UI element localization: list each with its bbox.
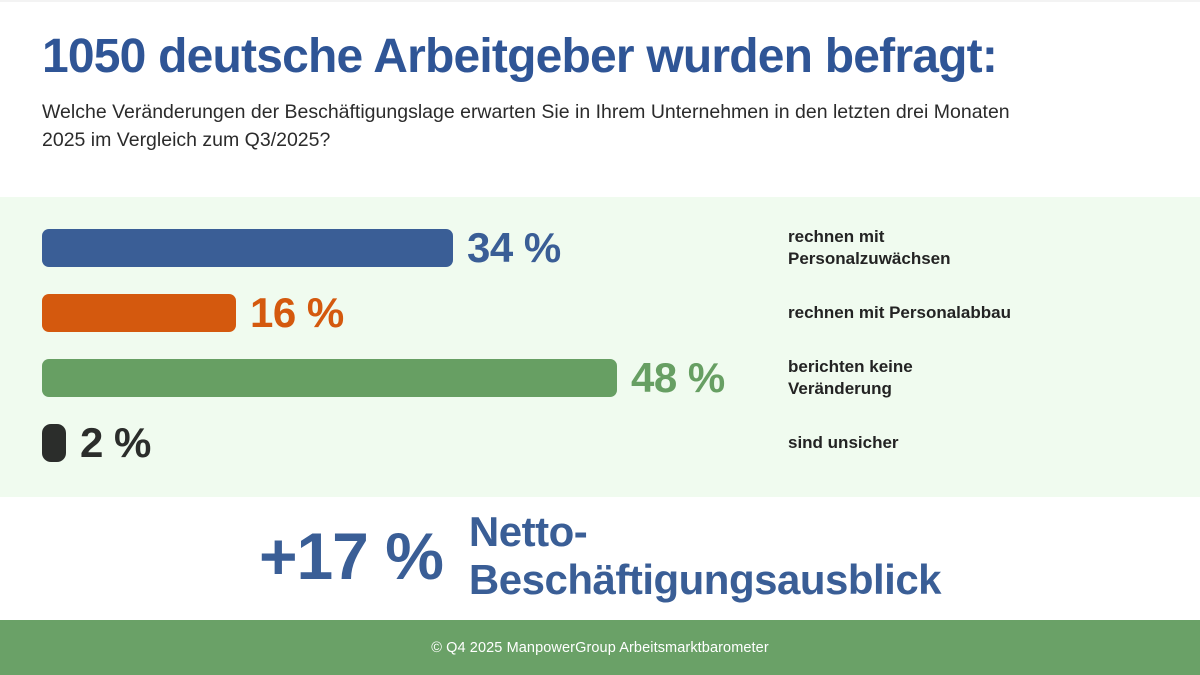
bar-fill-personalabbau <box>42 294 236 332</box>
net-outlook-group: +17 % Netto- Beschäftigungsausblick <box>258 508 942 603</box>
footer-bar: © Q4 2025 ManpowerGroup Arbeitsmarktbaro… <box>0 620 1200 675</box>
bar-row: 2 % sind unsicher <box>0 419 1200 466</box>
bar-row: 34 % rechnen mit Personalzuwächsen <box>0 224 1200 271</box>
header: 1050 deutsche Arbeitgeber wurden befragt… <box>0 2 1200 197</box>
bar-track: 34 % <box>42 224 561 271</box>
bar-track: 48 % <box>42 354 725 401</box>
net-outlook-section: +17 % Netto- Beschäftigungsausblick <box>0 497 1200 620</box>
bar-track: 2 % <box>42 419 151 466</box>
survey-question: Welche Veränderungen der Beschäftigungsl… <box>42 101 1010 152</box>
bar-row: 16 % rechnen mit Personalabbau <box>0 289 1200 336</box>
net-outlook-label: Netto- Beschäftigungsausblick <box>468 508 942 603</box>
copyright-text: © Q4 2025 ManpowerGroup Arbeitsmarktbaro… <box>431 639 769 656</box>
bar-category-label: sind unsicher <box>788 432 899 452</box>
bar-category-label: rechnen mit Personalzuwächsen <box>788 226 951 268</box>
bar-value-label: 34 % <box>467 224 561 271</box>
bar-value-label: 2 % <box>80 419 151 466</box>
page-title: 1050 deutsche Arbeitgeber wurden befragt… <box>42 30 998 83</box>
bar-fill-keine-veraenderung <box>42 359 617 397</box>
bar-value-label: 16 % <box>250 289 344 336</box>
net-outlook-value: +17 % <box>258 518 444 593</box>
bar-category-label: berichten keine Veränderung <box>788 356 913 398</box>
chart-panel: 34 % rechnen mit Personalzuwächsen 16 % … <box>0 197 1200 497</box>
bar-value-label: 48 % <box>631 354 725 401</box>
bar-fill-personalzuwaechse <box>42 229 453 267</box>
bar-category-label: rechnen mit Personalabbau <box>788 302 1011 322</box>
bar-fill-unsicher <box>42 424 66 462</box>
bar-row: 48 % berichten keine Veränderung <box>0 354 1200 401</box>
bar-track: 16 % <box>42 289 344 336</box>
bar-chart: 34 % rechnen mit Personalzuwächsen 16 % … <box>0 224 1200 466</box>
